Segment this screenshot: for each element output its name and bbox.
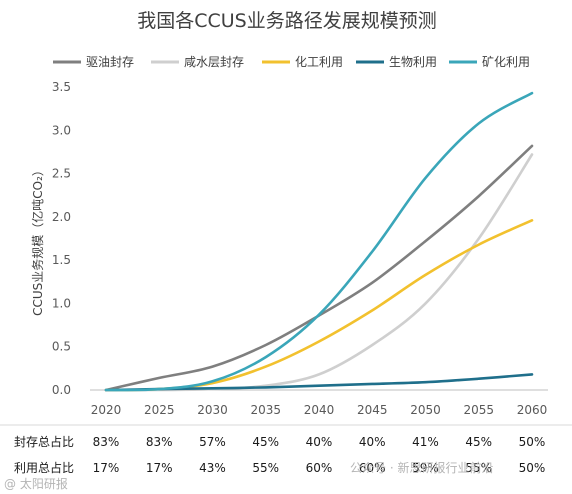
table-cell: 57% — [199, 435, 226, 449]
watermark-left: @ 太阳研报 — [4, 476, 68, 491]
table-cell: 17% — [146, 461, 173, 475]
x-axis: 2020 2025 2030 2035 2040 2045 2050 2055 2060 — [91, 403, 548, 417]
table-cell: 60% — [359, 461, 386, 475]
y-tick-label: 3.5 — [52, 80, 71, 94]
table-cell: 40% — [306, 435, 333, 449]
y-tick-label: 0.5 — [52, 340, 71, 354]
table-cell: 50% — [519, 435, 546, 449]
table-cell: 40% — [359, 435, 386, 449]
y-tick-label: 0.0 — [52, 383, 71, 397]
share-table: 封存总占比 83% 83% 57% 45% 40% 40% 41% 45% 50% 利用总占比 17%… — [14, 434, 545, 475]
series-line-5 — [104, 91, 534, 392]
y-tick-label: 2.5 — [52, 167, 71, 181]
y-axis-label: CCUS业务规模（亿吨CO₂） — [30, 164, 45, 316]
table-cell: 50% — [519, 461, 546, 475]
series-line-2 — [104, 153, 534, 392]
chart-title: 我国各CCUS业务路径发展规模预测 — [137, 10, 437, 32]
series-line-3 — [104, 219, 534, 392]
table-cell: 83% — [93, 435, 120, 449]
table-cell: 59% — [412, 461, 439, 475]
legend-label: 咸水层封存 — [184, 55, 244, 69]
legend-label: 驱油封存 — [86, 55, 134, 69]
table-cell: 83% — [146, 435, 173, 449]
table-cell: 43% — [199, 461, 226, 475]
y-tick-label: 1.0 — [52, 296, 71, 310]
table-row-label: 利用总占比 — [14, 460, 74, 475]
legend-label: 矿化利用 — [482, 55, 530, 69]
table-cell: 60% — [306, 461, 333, 475]
plot-area — [104, 91, 534, 392]
legend: 驱油封存 咸水层封存 化工利用 生物利用 矿化利用 — [53, 55, 530, 69]
x-tick-label: 2020 — [91, 403, 122, 417]
y-tick-label: 3.0 — [52, 123, 71, 137]
series-line-1 — [104, 144, 534, 392]
x-tick-label: 2035 — [250, 403, 281, 417]
x-tick-label: 2040 — [304, 403, 335, 417]
table-cell: 17% — [93, 461, 120, 475]
x-tick-label: 2060 — [517, 403, 548, 417]
table-cell: 45% — [465, 435, 492, 449]
table-cell: 55% — [465, 461, 492, 475]
y-tick-label: 2.0 — [52, 210, 71, 224]
x-tick-label: 2030 — [197, 403, 228, 417]
x-tick-label: 2045 — [357, 403, 388, 417]
legend-label: 生物利用 — [389, 55, 437, 69]
y-tick-label: 1.5 — [52, 253, 71, 267]
x-tick-label: 2050 — [410, 403, 441, 417]
watermark-right: 公众号 · 新思研报行业前沿 — [350, 460, 493, 475]
table-cell: 41% — [412, 435, 439, 449]
legend-label: 化工利用 — [295, 55, 343, 69]
x-tick-label: 2025 — [144, 403, 175, 417]
table-cell: 45% — [252, 435, 279, 449]
y-axis: 0.0 0.5 1.0 1.5 2.0 2.5 3.0 3.5 — [52, 80, 71, 397]
x-tick-label: 2055 — [463, 403, 494, 417]
table-row-label: 封存总占比 — [14, 434, 74, 449]
table-cell: 55% — [252, 461, 279, 475]
